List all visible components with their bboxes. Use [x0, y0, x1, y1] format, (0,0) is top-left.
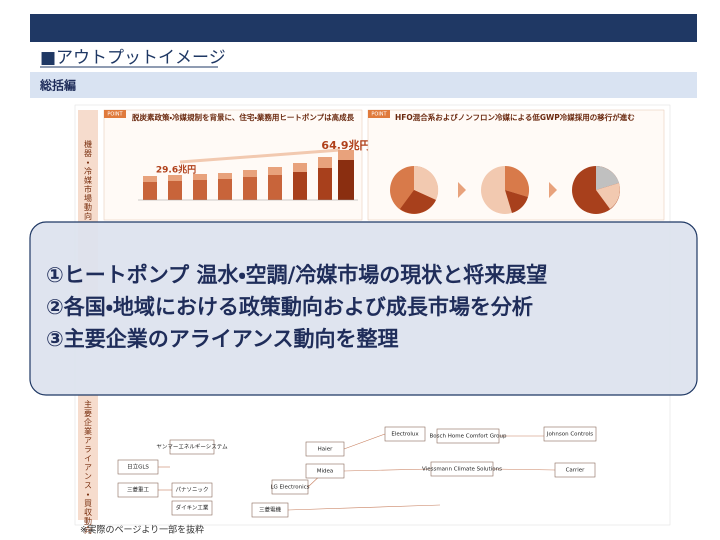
company-box	[430, 461, 494, 477]
company-name: パナソニック	[175, 487, 208, 494]
overlay-line: ③主要企業のアライアンス動向を整理	[46, 327, 399, 351]
connector	[343, 433, 386, 450]
company-box	[305, 463, 345, 479]
section-label: 総括編	[39, 78, 76, 93]
section-band	[30, 72, 697, 98]
company-box	[169, 439, 215, 455]
point-badge	[368, 110, 390, 118]
connector	[492, 468, 556, 471]
arrow	[179, 148, 341, 164]
company-name: Midea	[317, 469, 334, 475]
top-bar	[30, 14, 697, 42]
company-name: Bosch Home Comfort Group	[429, 434, 507, 440]
side-box	[78, 395, 98, 520]
panel-title: 脱炭素政策・冷媒規制を背景に、住宅・業務用ヒートポンプは高成長	[132, 112, 355, 122]
company-box	[171, 482, 213, 498]
company-name: LG Electronics	[270, 485, 309, 491]
company-name: Carrier	[566, 468, 586, 474]
company-box	[117, 482, 159, 498]
callout: 64.9兆円	[321, 138, 370, 152]
company-name: ダイキン工業	[176, 504, 209, 512]
company-box	[384, 426, 426, 442]
overlay-line: ②各国・地域における政策動向および成長市場を分析	[46, 295, 533, 319]
company-box	[543, 426, 597, 442]
point-badge	[104, 110, 126, 118]
company-box	[271, 479, 309, 495]
callout: 29.6兆円	[156, 164, 196, 176]
company-box	[554, 462, 596, 478]
company-box	[117, 459, 159, 475]
company-name: ヤンマーエネルギーシステム	[156, 444, 228, 451]
connector	[287, 504, 441, 511]
company-box	[305, 441, 345, 457]
company-name: 三菱重工	[127, 486, 150, 494]
side-label: 機器・冷媒市場動向	[84, 139, 93, 221]
company-box	[251, 502, 289, 518]
company-name: 日立GLS	[127, 463, 149, 471]
overlay-line: ①ヒートポンプ 温水・空調/冷媒市場の現状と将来展望	[46, 263, 547, 287]
pie-graphic	[390, 165, 620, 214]
company-box	[171, 500, 213, 516]
company-box	[436, 428, 500, 444]
company-name: 三菱電機	[259, 506, 282, 514]
point-label: POINT	[107, 112, 123, 118]
company-name: Johnson Controls	[546, 432, 593, 438]
footnote: ※実際のページより一部を抜粋	[80, 524, 204, 536]
company-name: Haier	[318, 447, 333, 453]
company-name: Electrolux	[391, 432, 419, 438]
panel-title: HFO混合系およびノンフロン冷媒による低GWP冷媒採用の移行が進む	[395, 112, 635, 122]
company-name: Viessmann Climate Solutions	[422, 467, 502, 473]
bar-graphic	[138, 150, 358, 201]
connector	[343, 468, 431, 472]
side-label: 主要企業アライアンス・買収動向	[84, 399, 93, 535]
page-title: ■アウトプットイメージ	[40, 48, 226, 68]
overlay-box	[29, 221, 698, 396]
point-label: POINT	[371, 112, 387, 118]
